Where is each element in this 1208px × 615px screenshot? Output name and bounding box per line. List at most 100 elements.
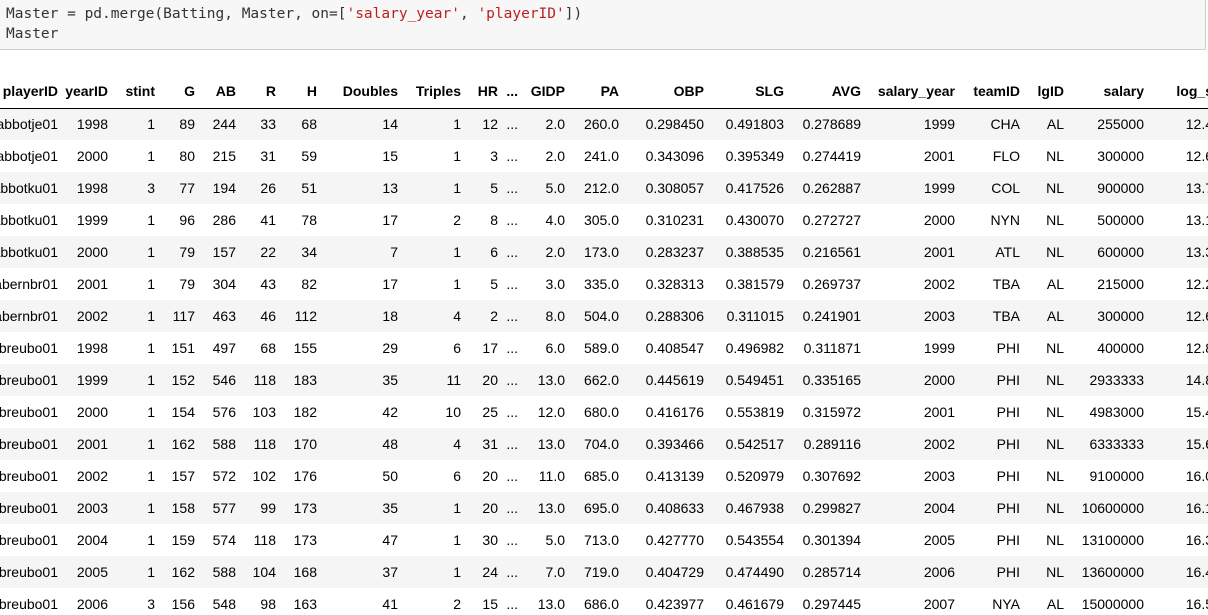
table-cell: 99 xyxy=(260,500,276,516)
code-text: ]) xyxy=(564,6,583,22)
table-cell: 600000 xyxy=(1097,244,1144,260)
table-cell: 2001 xyxy=(923,404,955,420)
table-cell: 4 xyxy=(453,436,461,452)
table-cell: 1998 xyxy=(76,180,108,196)
table-cell: 15000000 xyxy=(1081,596,1144,612)
table-row: abbotje01 1998 1 89 244 33 68 14 1 12... 2.0 260.0 0… xyxy=(0,108,1208,140)
table-cell: 2005 xyxy=(923,532,955,548)
table-cell: 13100000 xyxy=(1081,532,1144,548)
table-cell: 0.553819 xyxy=(725,404,784,420)
table-cell: 0.269737 xyxy=(802,276,861,292)
table-cell: CHA xyxy=(990,116,1020,133)
table-cell: 35 xyxy=(382,500,398,516)
table-cell: NL xyxy=(1046,500,1064,516)
column-header-teamid: teamID xyxy=(962,75,1027,109)
table-cell: 43 xyxy=(260,276,276,292)
row-player-id: abreubo01 xyxy=(0,500,58,516)
table-cell: 3.0 xyxy=(545,276,565,292)
table-cell: 10600000 xyxy=(1081,500,1144,516)
column-header-h: H xyxy=(283,75,324,109)
code-cell[interactable]: Master = pd.merge(Batting, Master, on=['… xyxy=(0,0,1206,50)
table-cell: 463 xyxy=(212,308,236,324)
table-cell: PHI xyxy=(996,468,1020,484)
table-cell: 0.423977 xyxy=(645,596,704,612)
table-cell: 2002 xyxy=(923,276,955,292)
table-cell: 0.299827 xyxy=(802,500,861,516)
column-header-log-s: log_s xyxy=(1151,75,1208,109)
table-cell: 1 xyxy=(147,276,155,292)
table-cell: 156 xyxy=(171,596,195,612)
table-cell: 300000 xyxy=(1097,308,1144,324)
table-cell: 2002 xyxy=(76,468,108,484)
table-cell: 41 xyxy=(382,596,398,612)
table-cell: 0.285714 xyxy=(802,564,861,580)
table-row: abreubo01 2002 1 157 572 102 176 50 6 20... 11.0 68… xyxy=(0,460,1208,492)
table-cell: 170 xyxy=(293,436,317,452)
table-cell: 0.417526 xyxy=(725,180,784,196)
table-row: abreubo01 2005 1 162 588 104 168 37 1 24... 7.0 719… xyxy=(0,556,1208,588)
table-cell: 22 xyxy=(260,244,276,260)
row-player-id: abernbr01 xyxy=(0,308,58,324)
table-row: abreubo01 2003 1 158 577 99 173 35 1 20... 13.0 695… xyxy=(0,492,1208,524)
table-cell: 6 xyxy=(453,340,461,356)
table-cell: 18 xyxy=(382,308,398,324)
table-cell: 0.543554 xyxy=(725,532,784,548)
table-cell: PHI xyxy=(996,532,1020,548)
table-cell: 0.427770 xyxy=(645,532,704,548)
table-cell: 16.0 xyxy=(1185,468,1208,484)
column-header-triples: Triples xyxy=(405,75,468,109)
table-cell: 500000 xyxy=(1097,212,1144,228)
table-cell: 118 xyxy=(253,532,276,548)
column-header-pa: PA xyxy=(572,75,626,109)
table-cell: ... xyxy=(506,596,518,612)
table-cell: 576 xyxy=(212,404,236,420)
table-cell: 2002 xyxy=(923,436,955,452)
table-cell: 2006 xyxy=(923,564,955,580)
table-cell: 3 xyxy=(147,596,155,612)
table-cell: 0.315972 xyxy=(802,404,861,420)
table-cell: 0.307692 xyxy=(802,468,861,484)
table-cell: ... xyxy=(506,404,518,420)
table-cell: 2006 xyxy=(76,596,108,612)
table-cell: 5 xyxy=(490,276,498,292)
table-cell: 0.416176 xyxy=(645,404,704,420)
table-cell: 0.430070 xyxy=(725,212,784,228)
table-cell: NL xyxy=(1046,564,1064,580)
table-cell: 1 xyxy=(147,372,155,388)
table-row: abbotku01 1998 3 77 194 26 51 13 1 5... 5.0 212.0 0.… xyxy=(0,172,1208,204)
table-cell: ... xyxy=(506,340,518,356)
table-cell: 504.0 xyxy=(583,308,619,324)
table-cell: 16.1 xyxy=(1185,500,1208,516)
table-cell: 4 xyxy=(453,308,461,324)
table-cell: 588 xyxy=(212,564,236,580)
table-cell: 1 xyxy=(453,148,461,164)
table-cell: AL xyxy=(1046,116,1064,133)
table-cell: 4983000 xyxy=(1089,404,1144,420)
table-cell: 548 xyxy=(212,596,236,612)
table-cell: PHI xyxy=(996,340,1020,356)
table-cell: 96 xyxy=(179,212,195,228)
table-cell: 17 xyxy=(382,212,398,228)
table-cell: 59 xyxy=(301,148,317,164)
table-cell: 0.241901 xyxy=(802,308,861,324)
table-row: abbotku01 1999 1 96 286 41 78 17 2 8... 4.0 305.0 0.… xyxy=(0,204,1208,236)
code-text: Master = pd.merge(Batting, Master, on=[ xyxy=(6,6,347,22)
table-cell: 173 xyxy=(293,532,317,548)
table-row: abreubo01 1998 1 151 497 68 155 29 6 17... 6.0 589.… xyxy=(0,332,1208,364)
table-cell: 2000 xyxy=(923,372,955,388)
table-cell: 17 xyxy=(382,276,398,292)
table-cell: 155 xyxy=(293,340,317,356)
table-cell: ... xyxy=(506,436,518,452)
table-cell: 1 xyxy=(147,340,155,356)
table-cell: ... xyxy=(506,500,518,516)
table-cell: NYN xyxy=(990,212,1020,228)
table-cell: 7.0 xyxy=(545,564,565,580)
table-cell: TBA xyxy=(992,276,1020,292)
table-cell: 695.0 xyxy=(583,500,619,516)
table-cell: 168 xyxy=(293,564,317,580)
table-cell: 159 xyxy=(171,532,195,548)
table-cell: NL xyxy=(1046,404,1064,420)
table-cell: 1999 xyxy=(76,212,108,228)
table-row: abreubo01 2001 1 162 588 118 170 48 4 31... 13.0 70… xyxy=(0,428,1208,460)
table-cell: 1 xyxy=(453,500,461,516)
